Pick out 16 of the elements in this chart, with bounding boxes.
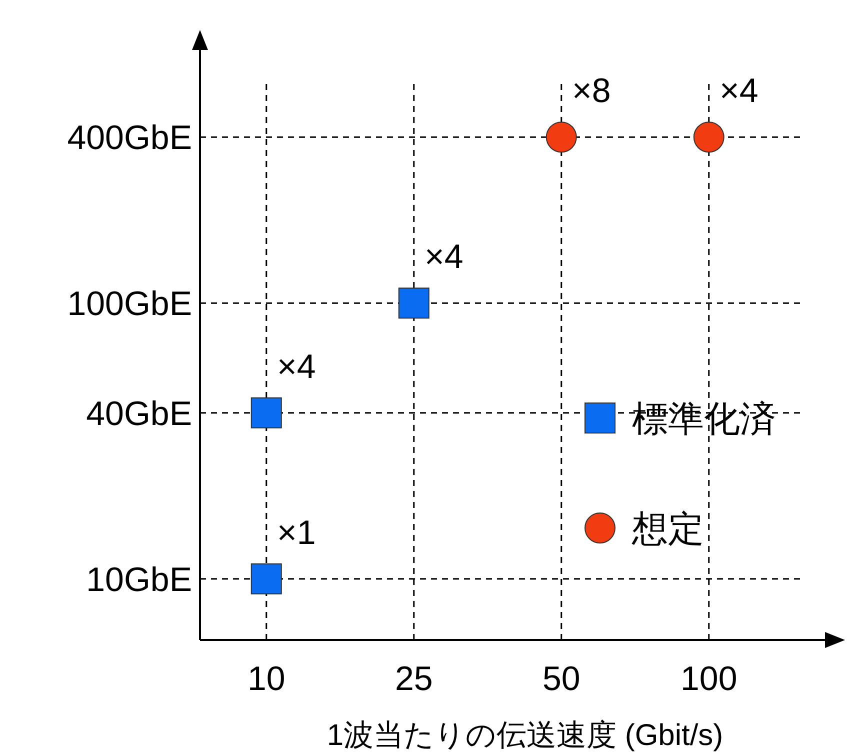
annotation: ×8	[572, 72, 611, 110]
annotation: ×4	[424, 238, 464, 276]
y-tick-label: 400GbE	[67, 119, 192, 158]
x-tick-label: 25	[394, 660, 433, 698]
annotation: ×4	[719, 72, 758, 110]
x-tick-label: 100	[680, 660, 738, 698]
y-tick-label: 100GbE	[67, 285, 192, 324]
annotation: ×4	[276, 348, 316, 386]
x-tick-label: 10	[247, 660, 286, 698]
legend-label: 想定	[631, 508, 704, 549]
annotation: ×1	[276, 514, 316, 552]
y-tick-label: 10GbE	[86, 560, 192, 599]
x-axis-title: 1波当たりの伝送速度 (Gbit/s)	[326, 719, 724, 752]
x-tick-label: 50	[542, 660, 580, 698]
legend-label: 標準化済	[632, 398, 776, 439]
y-tick-label: 40GbE	[86, 394, 192, 433]
